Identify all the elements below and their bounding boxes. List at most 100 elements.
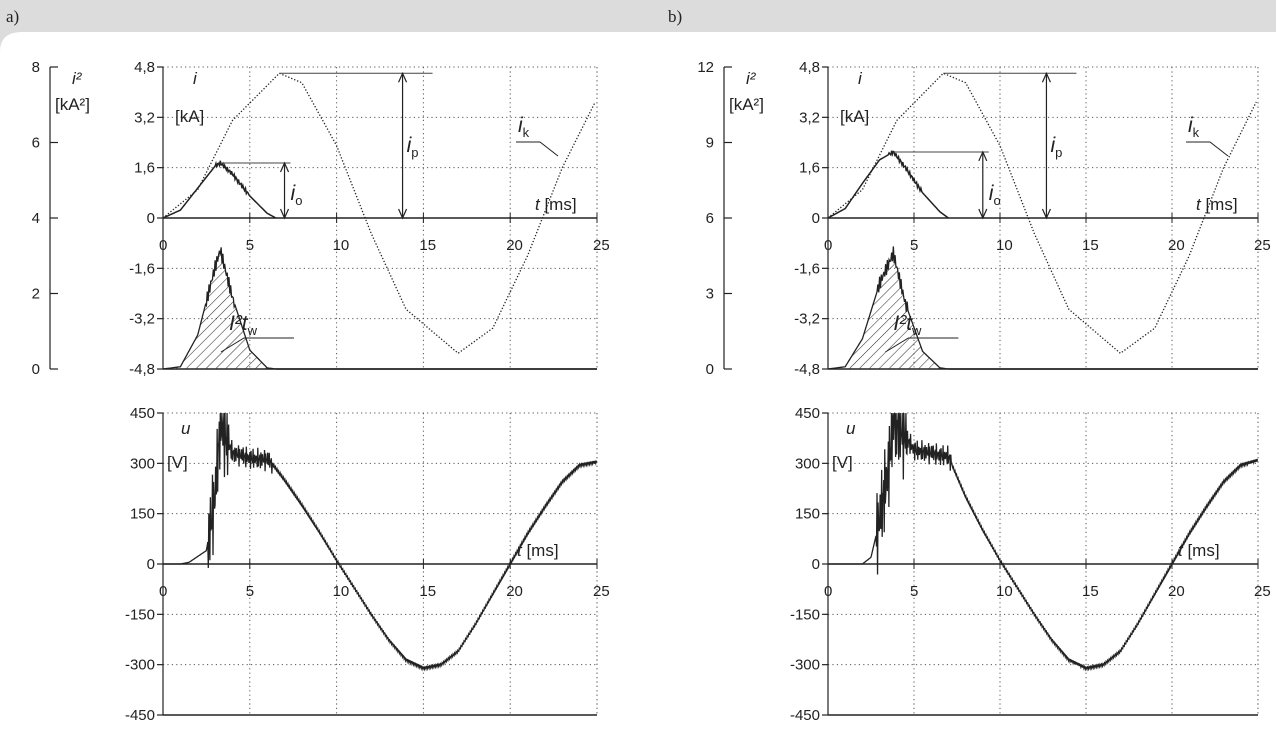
current-tick-label: -1,6 [794, 260, 820, 277]
io-arrowhead-top [978, 150, 988, 162]
time-tick-label: 15 [1082, 237, 1099, 254]
panels: 86420i²[kA²]4,83,21,60-1,6-3,2-4,8i[kA]0… [32, 59, 1271, 724]
i2tw-leader [220, 337, 294, 353]
series-u [163, 412, 598, 672]
voltage-axis-symbol: u [181, 419, 191, 438]
i2-area-hatch [828, 246, 949, 369]
i2-axis-unit: [kA²] [55, 95, 90, 114]
time-tick-label: 25 [1254, 237, 1271, 254]
current-tick-label: 0 [147, 210, 155, 227]
voltage-tick-label: -150 [790, 606, 820, 623]
time-tick-label: 10 [996, 237, 1013, 254]
time-tick-label: 15 [1082, 583, 1099, 600]
series-i-o [162, 160, 277, 219]
time-tick-label: 20 [1168, 583, 1185, 600]
current-tick-label: -1,6 [129, 260, 155, 277]
voltage-tick-label: -450 [125, 707, 155, 724]
series-u [828, 412, 1259, 672]
io-arrowhead-bottom [279, 208, 290, 220]
series-i-k [162, 72, 596, 355]
voltage-tick-label: 450 [130, 405, 155, 422]
time-tick-label: 20 [1168, 237, 1185, 254]
current-axis-symbol: i [858, 69, 863, 88]
ip-arrowhead-top [398, 71, 408, 83]
time-tick-label: 5 [910, 237, 918, 254]
current-tick-label: 4,8 [134, 59, 155, 76]
io-label: io [989, 182, 1001, 208]
i2-curve [827, 246, 949, 370]
time-axis-label-upper: t [ms] [535, 195, 577, 214]
ik-leader [1186, 141, 1229, 157]
i2-tick-label: 12 [697, 59, 714, 76]
voltage-tick-label: 300 [130, 455, 155, 472]
ik-label: ik [518, 114, 530, 140]
io-arrowhead-top [279, 161, 290, 173]
i2-curve [162, 247, 276, 370]
series-i-o [827, 150, 949, 219]
i2-tick-label: 0 [706, 361, 714, 378]
panel-b: 129630i²[kA²]4,83,21,60-1,6-3,2-4,8i[kA]… [697, 59, 1270, 724]
panel-a: 86420i²[kA²]4,83,21,60-1,6-3,2-4,8i[kA]0… [32, 59, 610, 724]
i2-tick-label: 0 [32, 361, 40, 378]
i2tw-leader [885, 337, 959, 353]
i2-axis-unit: [kA²] [729, 95, 764, 114]
voltage-tick-label: 300 [795, 455, 820, 472]
i2-axis-symbol: i² [72, 69, 83, 88]
time-tick-label: 0 [824, 583, 832, 600]
ip-label: ip [407, 134, 419, 160]
time-tick-label: 15 [419, 583, 436, 600]
current-tick-label: 1,6 [799, 160, 820, 177]
voltage-axis-unit: [V] [832, 453, 853, 472]
voltage-tick-label: -150 [125, 606, 155, 623]
i2-tick-label: 6 [32, 135, 40, 152]
panel-label-b: b) [668, 7, 682, 26]
ip-arrowhead-top [1041, 71, 1051, 83]
time-axis-label-lower: t [ms] [517, 541, 559, 560]
voltage-tick-label: 150 [795, 506, 820, 523]
voltage-tick-label: 0 [812, 556, 820, 573]
voltage-tick-label: -300 [125, 657, 155, 674]
ik-label: ik [1188, 114, 1200, 140]
current-tick-label: -3,2 [129, 311, 155, 328]
voltage-axis-unit: [V] [167, 453, 188, 472]
figure-card [0, 32, 1276, 729]
ik-leader [516, 141, 559, 157]
time-tick-label: 5 [246, 237, 254, 254]
voltage-tick-label: 0 [147, 556, 155, 573]
time-tick-label: 10 [333, 583, 350, 600]
voltage-axis-symbol: u [846, 419, 856, 438]
ip-arrowhead-bottom [398, 208, 408, 220]
voltage-tick-label: 150 [130, 506, 155, 523]
current-tick-label: -4,8 [794, 361, 820, 378]
time-tick-label: 5 [910, 583, 918, 600]
time-tick-label: 5 [246, 583, 254, 600]
panel-label-a: a) [6, 7, 19, 26]
current-tick-label: 4,8 [799, 59, 820, 76]
io-arrowhead-bottom [978, 208, 988, 220]
i2-area-hatch [163, 247, 276, 369]
current-tick-label: 1,6 [134, 160, 155, 177]
time-tick-label: 25 [593, 583, 610, 600]
i2-tick-label: 8 [32, 59, 40, 76]
io-label: io [291, 182, 303, 208]
i2-tick-label: 3 [706, 286, 714, 303]
time-tick-label: 20 [506, 237, 523, 254]
time-tick-label: 15 [419, 237, 436, 254]
voltage-tick-label: -300 [790, 657, 820, 674]
time-tick-label: 25 [1254, 583, 1271, 600]
voltage-tick-label: -450 [790, 707, 820, 724]
time-tick-label: 10 [996, 583, 1013, 600]
i2-axis-symbol: i² [746, 69, 757, 88]
time-tick-label: 20 [506, 583, 523, 600]
time-tick-label: 25 [593, 237, 610, 254]
current-tick-label: 3,2 [134, 109, 155, 126]
i2tw-label: I²tw [229, 312, 258, 338]
ip-label: ip [1050, 134, 1062, 160]
current-axis-symbol: i [193, 69, 198, 88]
series-i-k [827, 72, 1257, 355]
ip-arrowhead-bottom [1041, 208, 1051, 220]
i2-tick-label: 2 [32, 286, 40, 303]
time-tick-label: 0 [159, 583, 167, 600]
current-tick-label: -3,2 [794, 311, 820, 328]
